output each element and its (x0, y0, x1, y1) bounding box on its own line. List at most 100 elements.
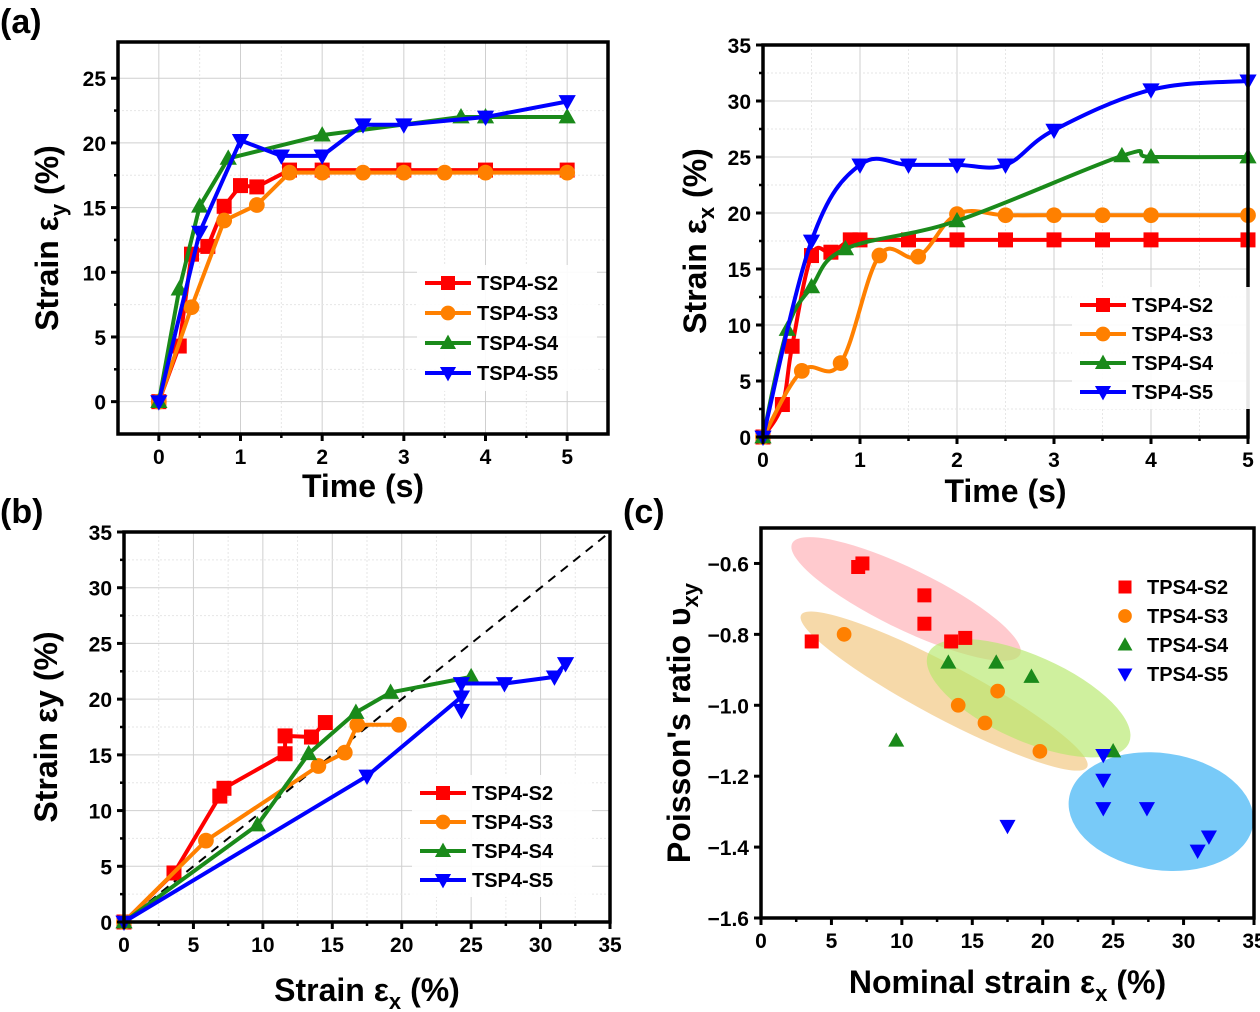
y-tick-label: 10 (728, 315, 751, 338)
y-axis-title: Strain εy (%) (28, 631, 64, 822)
x-tick-label: 30 (529, 934, 552, 957)
y-tick-label: −1.4 (708, 837, 750, 860)
data-point (1200, 830, 1217, 845)
x-tick-label: 3 (398, 446, 410, 469)
y-tick-label: 0 (94, 392, 106, 415)
data-point (836, 627, 852, 642)
data-point (871, 247, 888, 264)
legend-label: TSP4-S2 (472, 783, 553, 805)
data-point (233, 178, 248, 194)
data-point (940, 654, 957, 669)
region-S5-cluster (1068, 752, 1254, 871)
data-point (381, 683, 400, 699)
data-point (477, 164, 494, 181)
data-point (248, 816, 266, 832)
legend-marker (1095, 326, 1111, 342)
data-point (452, 703, 471, 720)
x-tick-label: 5 (561, 446, 573, 469)
data-point (793, 363, 810, 379)
legend-marker (439, 334, 457, 349)
data-point (1023, 668, 1040, 683)
legend-marker (434, 874, 452, 889)
y-tick-label: 15 (89, 745, 113, 768)
data-point (249, 179, 265, 195)
legend-marker (1117, 637, 1133, 651)
data-point (784, 338, 800, 354)
y-tick-label: 15 (728, 259, 752, 282)
data-point (851, 158, 869, 174)
x-tick-label: 4 (480, 446, 492, 469)
legend-label: TSP4-S3 (1132, 324, 1213, 346)
x-tick-label: 10 (890, 930, 913, 953)
data-point (832, 355, 849, 371)
y-tick-label: 10 (89, 801, 112, 824)
x-axis-title: Nominal strain εx (%) (849, 964, 1166, 1006)
legend-marker (434, 842, 452, 857)
data-point (558, 108, 576, 124)
legend-marker (1118, 580, 1132, 594)
region-S2-cluster (791, 537, 1021, 661)
x-axis-title: Time (s) (944, 473, 1066, 509)
legend-label: TSP4-S5 (472, 870, 553, 892)
data-point (1189, 844, 1206, 860)
y-axis-title: Poisson's ratio υxy (661, 582, 703, 863)
legend-marker (1096, 298, 1110, 312)
data-point (948, 158, 966, 174)
data-point (855, 556, 870, 571)
legend-label: TSP4-S5 (477, 363, 558, 385)
series-line (122, 674, 472, 924)
data-point (990, 683, 1005, 699)
y-tick-label: 25 (89, 633, 113, 656)
legend-entry: TSP4-S4 (425, 333, 559, 355)
legend-label: TSP4-S4 (1132, 353, 1214, 375)
panel-label-c: (c) (623, 493, 665, 531)
x-tick-label: 15 (321, 934, 345, 957)
data-point (977, 715, 993, 731)
data-point (313, 149, 331, 165)
data-point (1138, 802, 1155, 817)
data-point (248, 197, 265, 213)
data-point (150, 395, 168, 411)
data-point (997, 207, 1014, 224)
y-tick-label: −1.0 (708, 695, 749, 718)
data-point (303, 729, 319, 745)
y-tick-label: 25 (728, 147, 752, 170)
x-tick-label: 0 (153, 446, 165, 469)
data-point (917, 588, 932, 603)
legend-label: TSP4-S5 (1132, 382, 1213, 404)
data-point (317, 715, 333, 731)
legend-label: TPS4-S3 (1147, 606, 1228, 628)
legend-label: TSP4-S3 (477, 303, 558, 325)
chart-strain-x-vs-time: 0 1 2 3 4 5 0 5 10 15 20 25 30 35 Time (s) Strain εx (%… (677, 35, 1257, 509)
data-point (300, 744, 318, 761)
data-point (1095, 232, 1110, 248)
data-point (804, 634, 819, 649)
x-tick-label: 5 (188, 934, 200, 957)
legend-marker (435, 814, 451, 830)
legend: TSP4-S2 TSP4-S3 TSP4-S4 TSP4-S5 (1072, 287, 1252, 409)
x-tick-label: 35 (598, 934, 622, 957)
legend-marker (440, 305, 456, 321)
data-point (436, 164, 453, 181)
series-TSP4-S5 (115, 657, 575, 931)
legend-entry: TSP4-S4 (420, 841, 554, 863)
legend-entry: TPS4-S5 (1117, 664, 1228, 686)
y-tick-label: −1.6 (708, 908, 749, 931)
legend-label: TPS4-S4 (1147, 635, 1229, 657)
data-point (347, 703, 365, 719)
data-point (944, 634, 959, 649)
legend: TSP4-S2 TSP4-S3 TSP4-S4 TSP4-S5 (412, 775, 592, 897)
data-point (996, 158, 1015, 174)
data-point (1094, 207, 1111, 224)
x-tick-label: 0 (118, 934, 130, 957)
series-TPS4-S3 (836, 627, 1048, 759)
y-tick-label: 20 (728, 203, 751, 226)
x-tick-label: 25 (1101, 930, 1125, 953)
data-point (949, 232, 965, 248)
legend-marker (1118, 609, 1132, 623)
legend-label: TSP4-S3 (472, 812, 553, 834)
x-tick-label: 20 (390, 934, 413, 957)
data-point (888, 732, 905, 747)
data-point (1143, 207, 1159, 224)
